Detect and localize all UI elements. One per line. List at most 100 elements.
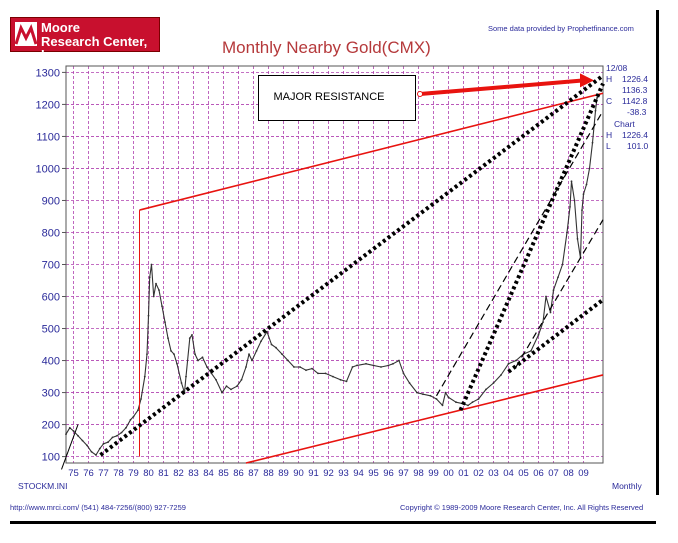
price-point [467,404,469,407]
annotation-box: MAJOR RESISTANCE [258,75,416,121]
x-tick-label: 08 [563,468,574,479]
price-point [441,404,444,407]
price-point [581,209,583,212]
x-tick-label: 81 [158,468,169,479]
quote-high-letter: H [606,74,613,84]
price-point [585,183,588,186]
price-point [324,372,327,375]
price-point [146,353,148,355]
x-tick-label: 84 [203,468,214,479]
upper-resistance-line [139,92,604,211]
x-tick-label: 88 [263,468,274,479]
price-point [447,396,450,399]
price-point [167,337,169,339]
x-tick-label: 01 [458,468,469,479]
price-point [471,401,474,404]
price-point [191,334,193,336]
price-point [173,353,175,355]
price-point [351,366,354,368]
x-tick-label: 05 [518,468,529,479]
price-point [345,380,348,383]
price-point [155,282,157,285]
price-point [185,375,187,378]
price-point [492,382,495,384]
chart-title: Monthly Nearby Gold(CMX) [222,38,431,57]
x-tick-label: 98 [413,468,424,479]
y-tick-label: 900 [42,195,60,207]
footer-copyright: Copyright © 1989-2009 Moore Research Cen… [400,503,644,512]
price-point [542,321,544,323]
price-point [221,391,223,394]
price-point [170,350,172,352]
price-point [102,442,105,445]
x-tick-label: 94 [353,468,364,479]
price-point [485,388,487,391]
dotted-channel-steep [458,82,605,411]
price-point [245,366,247,368]
price-point [125,426,127,429]
quote-date: 12/08 [606,63,628,73]
x-tick-label: 87 [248,468,259,479]
x-tick-label: 80 [143,468,154,479]
resistance-arrow-tail [417,91,423,97]
price-point [111,436,114,439]
y-tick-label: 300 [42,388,60,400]
x-tick-label: 09 [578,468,589,479]
price-point [176,362,178,365]
price-point [65,433,67,436]
y-tick-label: 600 [42,292,60,304]
price-point [293,366,295,368]
x-tick-label: 77 [98,468,109,479]
price-point [68,426,71,429]
chart-range-label: Chart [614,119,635,129]
price-point [180,382,183,384]
price-point [429,394,432,397]
dotted-channel-upper [99,74,605,457]
price-point [507,362,510,365]
price-point [573,199,576,202]
price-point [90,450,93,453]
x-tick-label: 85 [218,468,229,479]
resistance-arrow [417,73,594,97]
x-tick-label: 93 [338,468,349,479]
chart-high: 1226.4 [622,130,648,140]
x-tick-label: 78 [113,468,124,479]
x-tick-label: 89 [278,468,289,479]
quote-close: 1142.8 [622,96,648,106]
price-point [120,431,123,434]
price-point [164,321,166,323]
x-tick-label: 02 [473,468,484,479]
price-point [372,364,375,367]
price-point [557,276,559,279]
price-point [561,263,564,266]
price-point [129,418,132,421]
price-point [194,353,196,355]
price-point [206,366,208,368]
price-point [143,375,146,378]
price-point [86,444,88,447]
resistance-arrow-shaft [419,78,585,96]
x-tick-label: 97 [398,468,409,479]
price-point [455,401,457,404]
y-tick-label: 1000 [36,163,60,175]
price-point [240,378,243,381]
x-tick-label: 82 [173,468,184,479]
logo: Moore Research Center, Inc. [10,17,160,61]
chart-low: 101.0 [627,141,649,151]
price-point [596,97,598,99]
x-tick-label: 86 [233,468,244,479]
price-point [311,367,313,370]
period-label: Monthly [612,481,642,491]
price-point [537,334,540,336]
chart-low-letter: L [606,141,611,151]
quote-low-value: 1136.3 [622,85,648,95]
price-point [576,238,579,240]
price-point [591,141,594,144]
y-tick-label: 100 [42,452,60,464]
x-tick-label: 96 [383,468,394,479]
bottom-rule [10,521,656,524]
price-point [230,388,232,391]
price-point [408,382,411,384]
x-tick-label: 90 [293,468,304,479]
